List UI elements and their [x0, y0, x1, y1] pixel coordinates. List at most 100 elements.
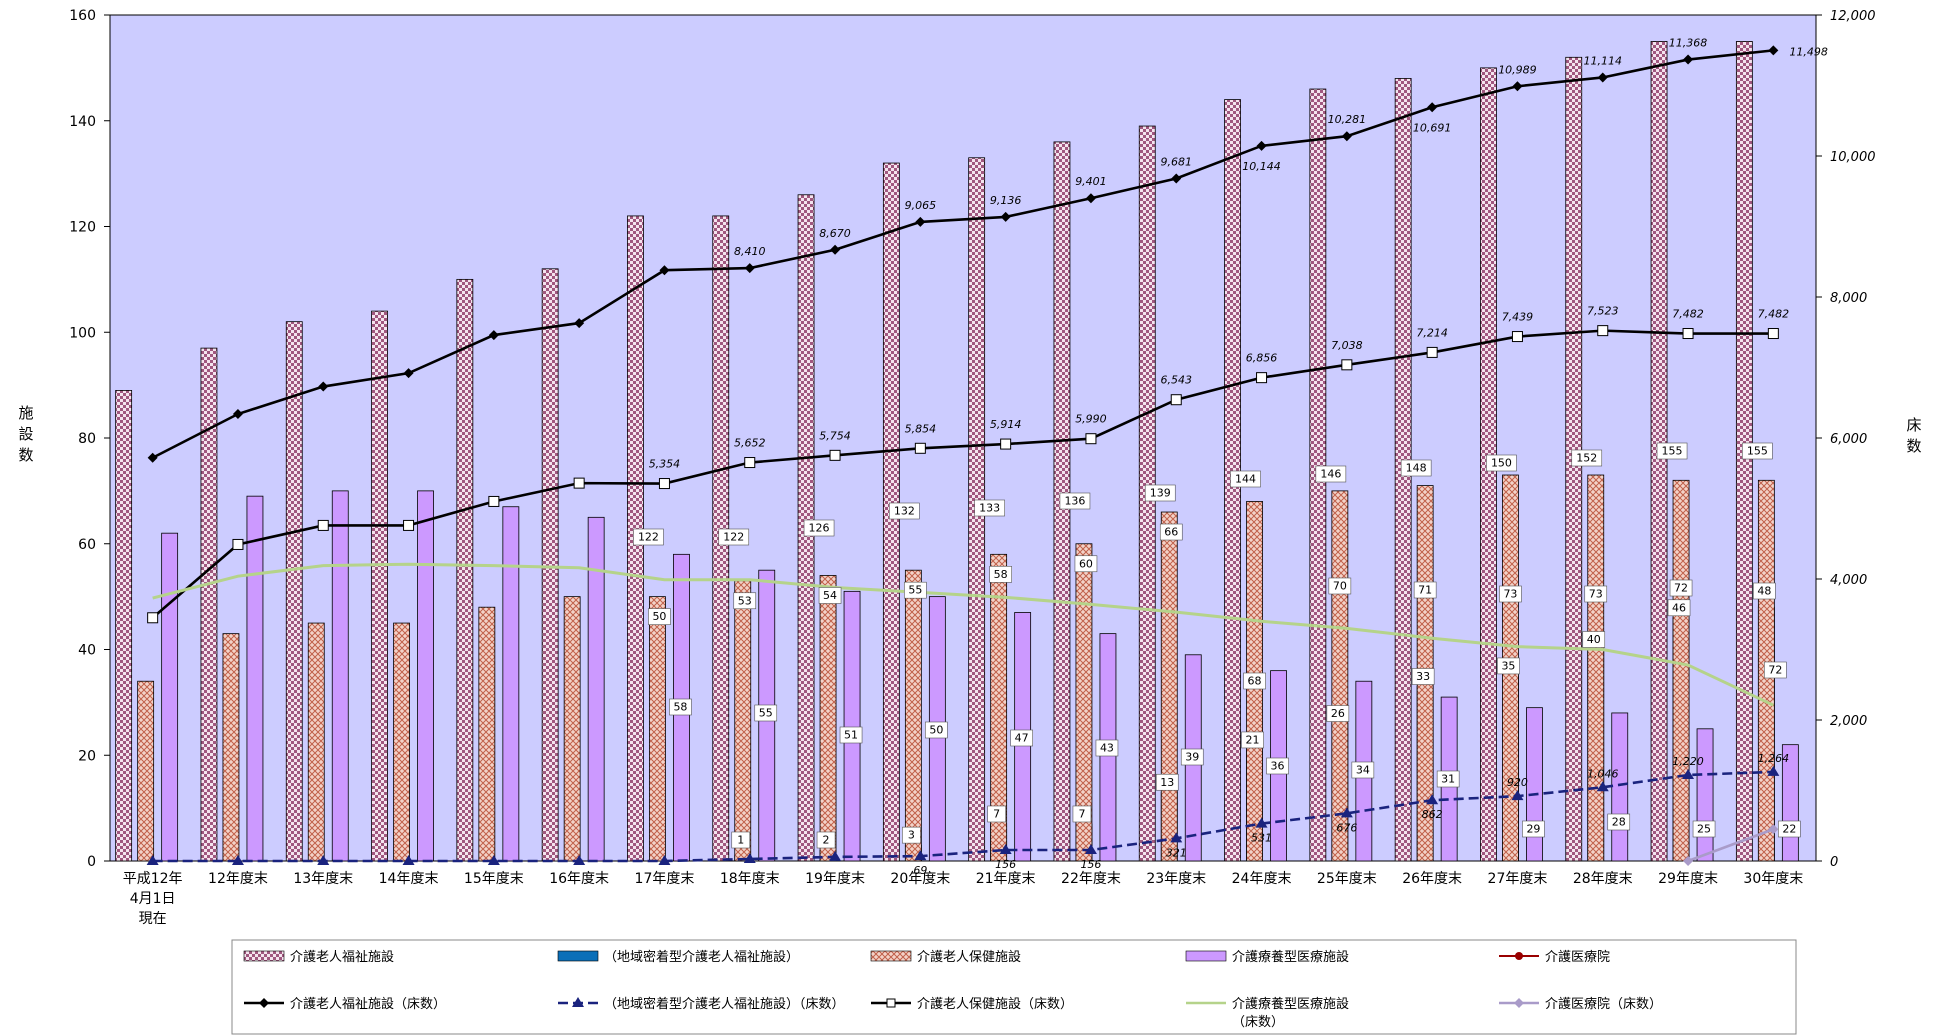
- x-tick-label: 29年度末: [1658, 871, 1718, 887]
- line-point-0-15: [1427, 102, 1438, 113]
- line-point-0-19: [1768, 45, 1779, 56]
- bar-2-18: [1672, 479, 1690, 862]
- line-data-label: 10,281: [1328, 113, 1367, 126]
- line-point-2-14: [1341, 359, 1353, 371]
- legend-label-2: 介護老人保健施設: [917, 949, 1021, 965]
- bar-label-box: [925, 721, 948, 739]
- bar-label-box: [1522, 820, 1545, 838]
- bar-data-label: 3: [908, 829, 915, 842]
- y-left-tick-label: 20: [78, 748, 96, 764]
- bar-3-17: [1611, 712, 1629, 862]
- line-point-0-1: [232, 409, 243, 420]
- bar-label-box: [1669, 579, 1693, 597]
- legend-label-8: 介護療養型医療施設（床数）: [1232, 996, 1349, 1030]
- bar-data-label: 55: [908, 584, 922, 597]
- line-point-1-9: [914, 850, 927, 861]
- bar-2-17: [1587, 474, 1605, 862]
- legend-marker-7: [886, 998, 896, 1008]
- bar-data-label: 53: [738, 594, 752, 607]
- line-point-0-13: [1256, 140, 1267, 151]
- bar-data-label: 2: [823, 834, 830, 847]
- bar-label-box: [1266, 757, 1289, 775]
- line-series-3: [152, 562, 1774, 707]
- bar-label-box: [1315, 465, 1347, 483]
- bar-0-2: [285, 321, 303, 862]
- bar-0-4: [456, 278, 474, 862]
- legend-label-0: 介護老人福祉施設: [290, 949, 394, 965]
- bar-0-0: [115, 390, 133, 862]
- bar-data-label: 51: [844, 729, 858, 742]
- line-data-label: 676: [1336, 821, 1357, 834]
- bar-label-box: [633, 528, 664, 546]
- bar-data-label: 146: [1320, 468, 1341, 481]
- line-data-label: 9,065: [905, 199, 937, 212]
- line-data-label: 1,046: [1587, 767, 1619, 780]
- x-tick-label: 21年度末: [976, 871, 1036, 887]
- x-tick-label: 13年度末: [293, 871, 353, 887]
- bar-data-label: 26: [1331, 707, 1345, 720]
- bar-label-box: [648, 608, 671, 625]
- line-point-1-10: [999, 844, 1012, 855]
- line-series-4: [1687, 828, 1774, 863]
- bar-data-label: 72: [1674, 582, 1688, 595]
- bar-3-1: [246, 495, 264, 862]
- bar-label-box: [889, 502, 920, 520]
- line-point-0-12: [1171, 173, 1182, 184]
- y-right-tick-label: 8,000: [1830, 291, 1867, 306]
- bar-data-label: 21: [1246, 733, 1260, 746]
- bar-label-box: [1411, 668, 1435, 685]
- line-series-2: [151, 329, 1774, 619]
- x-tick-label: 17年度末: [635, 871, 695, 887]
- bar-data-label: 144: [1235, 473, 1256, 486]
- line-data-label: 5,354: [649, 458, 681, 471]
- line-data-label: 9,136: [990, 194, 1022, 207]
- legend-label-6: （地域密着型介護老人福祉施設）（床数）: [604, 996, 845, 1012]
- line-point-2-6: [658, 478, 670, 490]
- line-point-4-19: [1768, 824, 1779, 835]
- line-point-2-13: [1256, 372, 1268, 384]
- bar-label-box: [1059, 492, 1091, 510]
- line-point-0-7: [744, 263, 755, 274]
- bar-data-label: 34: [1356, 764, 1370, 777]
- line-point-2-5: [573, 477, 585, 489]
- bar-label-box: [803, 519, 835, 537]
- bar-data-label: 66: [1164, 526, 1178, 539]
- bar-3-18: [1696, 728, 1714, 862]
- bar-label-box: [1499, 585, 1522, 603]
- line-data-label: 69: [913, 864, 927, 877]
- bar-label-box: [1607, 813, 1631, 831]
- bar-data-label: 71: [1418, 584, 1432, 597]
- x-tick-label: 22年度末: [1061, 871, 1121, 887]
- line-data-label: 156: [1080, 858, 1101, 871]
- line-data-label: 920: [1507, 776, 1528, 789]
- bar-data-label: 73: [1589, 588, 1603, 601]
- line-data-label: 7,482: [1758, 308, 1790, 321]
- line-point-0-18: [1683, 54, 1694, 65]
- bar-data-label: 139: [1150, 487, 1171, 500]
- line-point-2-3: [403, 519, 415, 531]
- x-tick-label: 12年度末: [208, 871, 268, 887]
- x-tick-label: 27年度末: [1488, 871, 1548, 887]
- bar-3-16: [1526, 707, 1543, 862]
- bar-0-3: [371, 310, 388, 862]
- line-point-0-8: [830, 244, 841, 255]
- bar-data-label: 33: [1416, 670, 1430, 683]
- line-data-label: 9,681: [1161, 155, 1193, 168]
- legend-label-5: 介護老人福祉施設（床数）: [290, 996, 446, 1012]
- bar-3-8: [843, 590, 861, 862]
- bar-label-box: [731, 831, 751, 849]
- bar-label-box: [1413, 581, 1437, 599]
- bar-data-label: 70: [1333, 580, 1347, 593]
- line-point-0-10: [1000, 211, 1011, 222]
- bar-3-4: [502, 506, 520, 862]
- line-point-1-6: [658, 855, 671, 865]
- line-point-1-0: [146, 855, 159, 865]
- bar-3-2: [331, 490, 349, 862]
- line-point-2-16: [1511, 331, 1523, 343]
- x-tick-label: 30年度末: [1743, 871, 1803, 887]
- bar-label-box: [1584, 585, 1608, 603]
- line-point-1-2: [317, 855, 330, 865]
- y-left-tick-label: 40: [78, 643, 96, 659]
- bar-data-label: 46: [1672, 601, 1686, 614]
